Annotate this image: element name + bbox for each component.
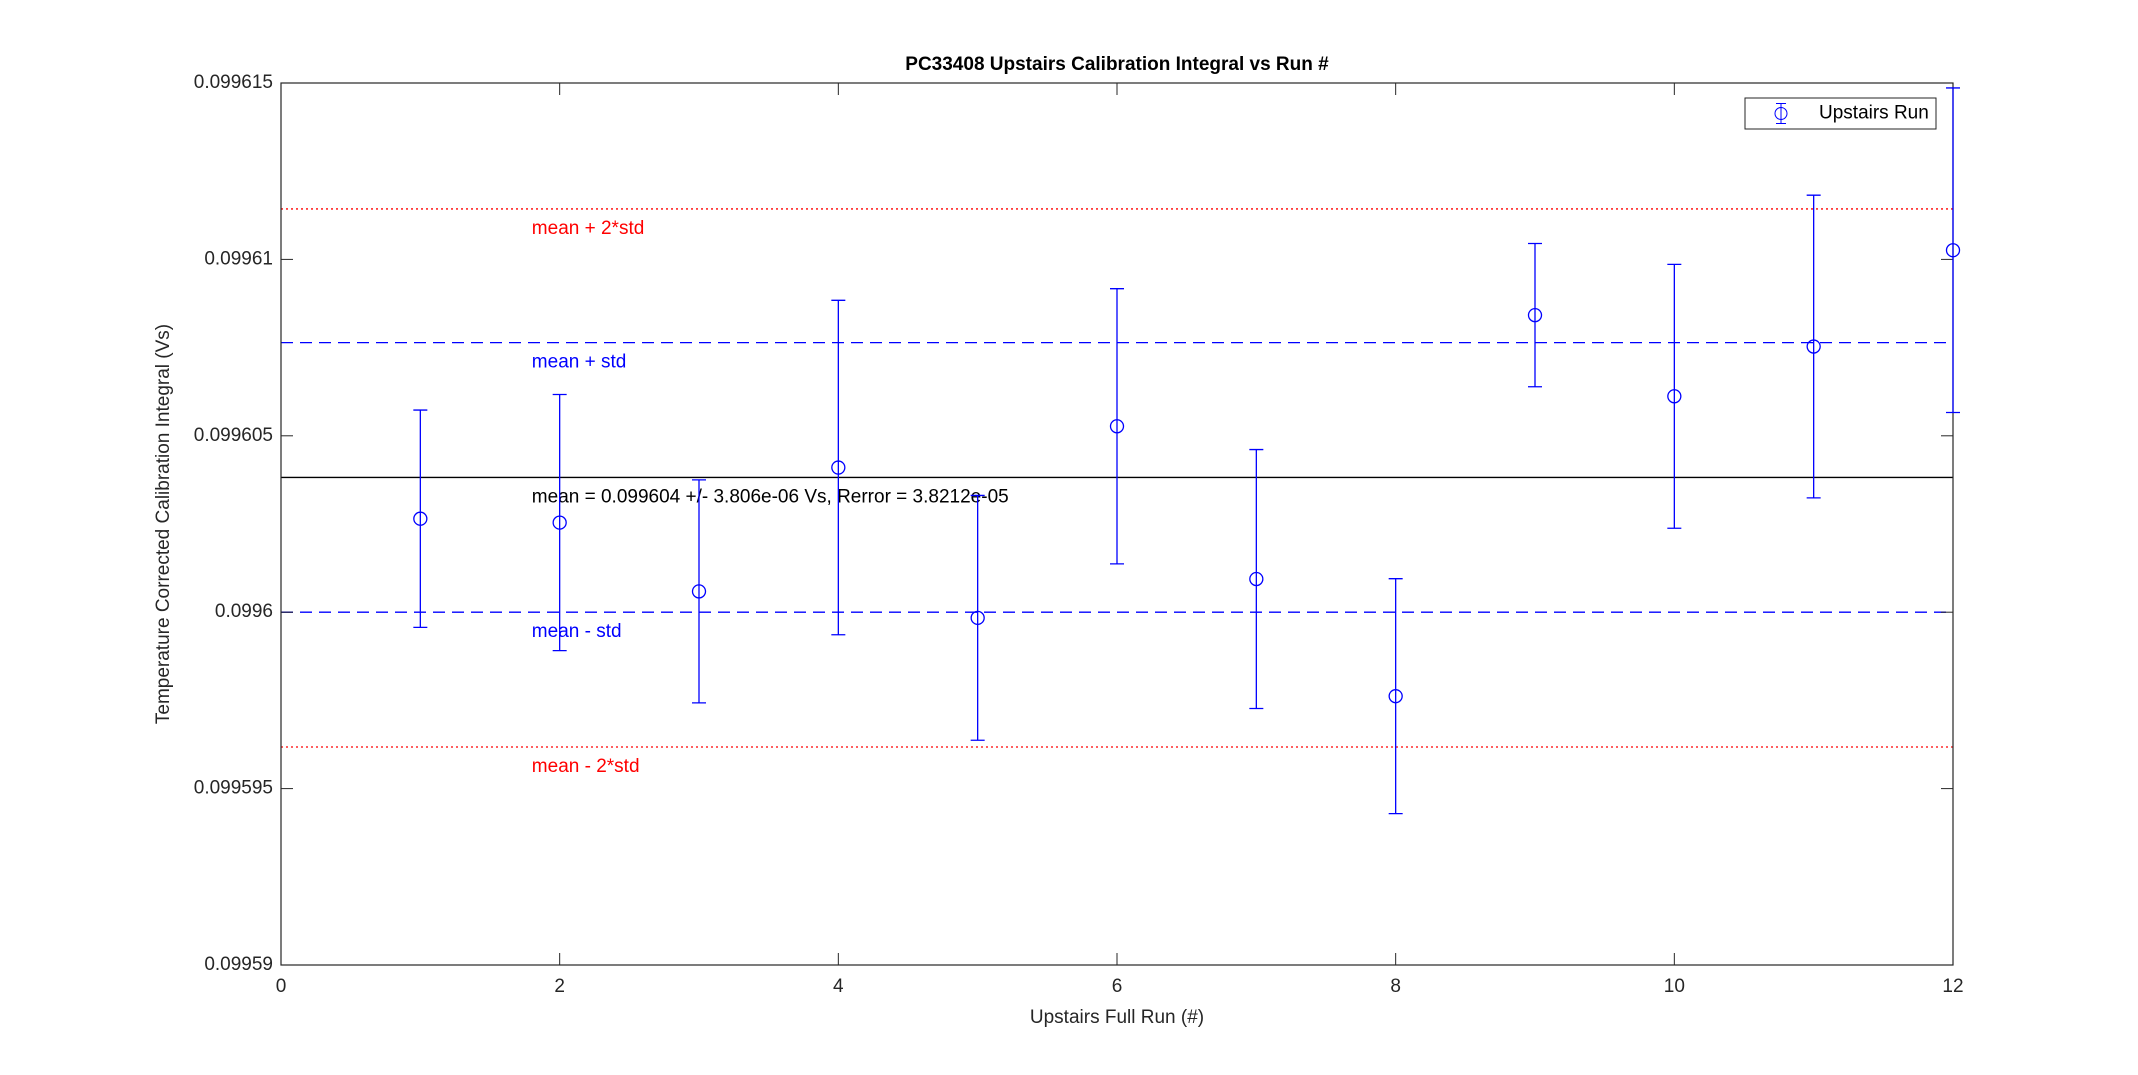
error-bar <box>1249 448 1264 710</box>
error-bar <box>970 494 985 741</box>
error-bar <box>1388 578 1403 815</box>
reference-label: mean - std <box>532 621 622 642</box>
error-bar <box>1946 87 1960 414</box>
y-axis-label: Temperature Corrected Calibration Integr… <box>153 324 174 724</box>
legend-symbol <box>1776 103 1786 124</box>
data-point <box>1388 689 1403 704</box>
error-bar <box>413 409 428 629</box>
y-tick-label: 0.099615 <box>194 72 273 93</box>
error-bar <box>1110 288 1124 565</box>
y-tick-label: 0.099605 <box>194 425 273 446</box>
data-point <box>1945 243 1961 258</box>
error-bar <box>1528 242 1542 388</box>
legend-label: Upstairs Run <box>1819 103 1929 124</box>
data-point <box>691 584 707 599</box>
legend-symbol <box>1774 107 1788 120</box>
data-point <box>1667 389 1682 404</box>
error-bar <box>1806 194 1821 499</box>
y-tick-label: 0.09961 <box>204 248 273 269</box>
reference-label: mean + std <box>532 352 627 373</box>
data-point <box>831 460 846 475</box>
x-axis-label: Upstairs Full Run (#) <box>1030 1007 1204 1028</box>
data-point <box>413 511 428 526</box>
error-bar <box>831 299 846 636</box>
x-tick-label: 4 <box>833 976 844 997</box>
data-point <box>1249 571 1264 587</box>
y-tick-label: 0.09959 <box>204 954 273 975</box>
x-tick-label: 8 <box>1390 976 1401 997</box>
y-tick-label: 0.099595 <box>194 778 273 799</box>
x-tick-label: 2 <box>554 976 565 997</box>
data-point <box>970 610 985 625</box>
y-tick-label: 0.0996 <box>215 601 273 622</box>
reference-label: mean = 0.099604 +/- 3.806e-06 Vs, Rerror… <box>532 486 1009 507</box>
data-point <box>1109 419 1125 434</box>
data-point <box>1527 307 1543 323</box>
data-point <box>1806 339 1821 354</box>
x-tick-label: 6 <box>1112 976 1123 997</box>
error-bar <box>692 479 706 704</box>
error-bar <box>1667 263 1682 529</box>
reference-label: mean - 2*std <box>532 756 640 777</box>
reference-label: mean + 2*std <box>532 218 645 239</box>
x-tick-label: 0 <box>276 976 287 997</box>
data-point <box>552 515 567 530</box>
chart-title: PC33408 Upstairs Calibration Integral vs… <box>905 54 1329 75</box>
x-tick-label: 10 <box>1664 976 1685 997</box>
error-bar <box>552 393 567 652</box>
x-tick-label: 12 <box>1942 976 1963 997</box>
